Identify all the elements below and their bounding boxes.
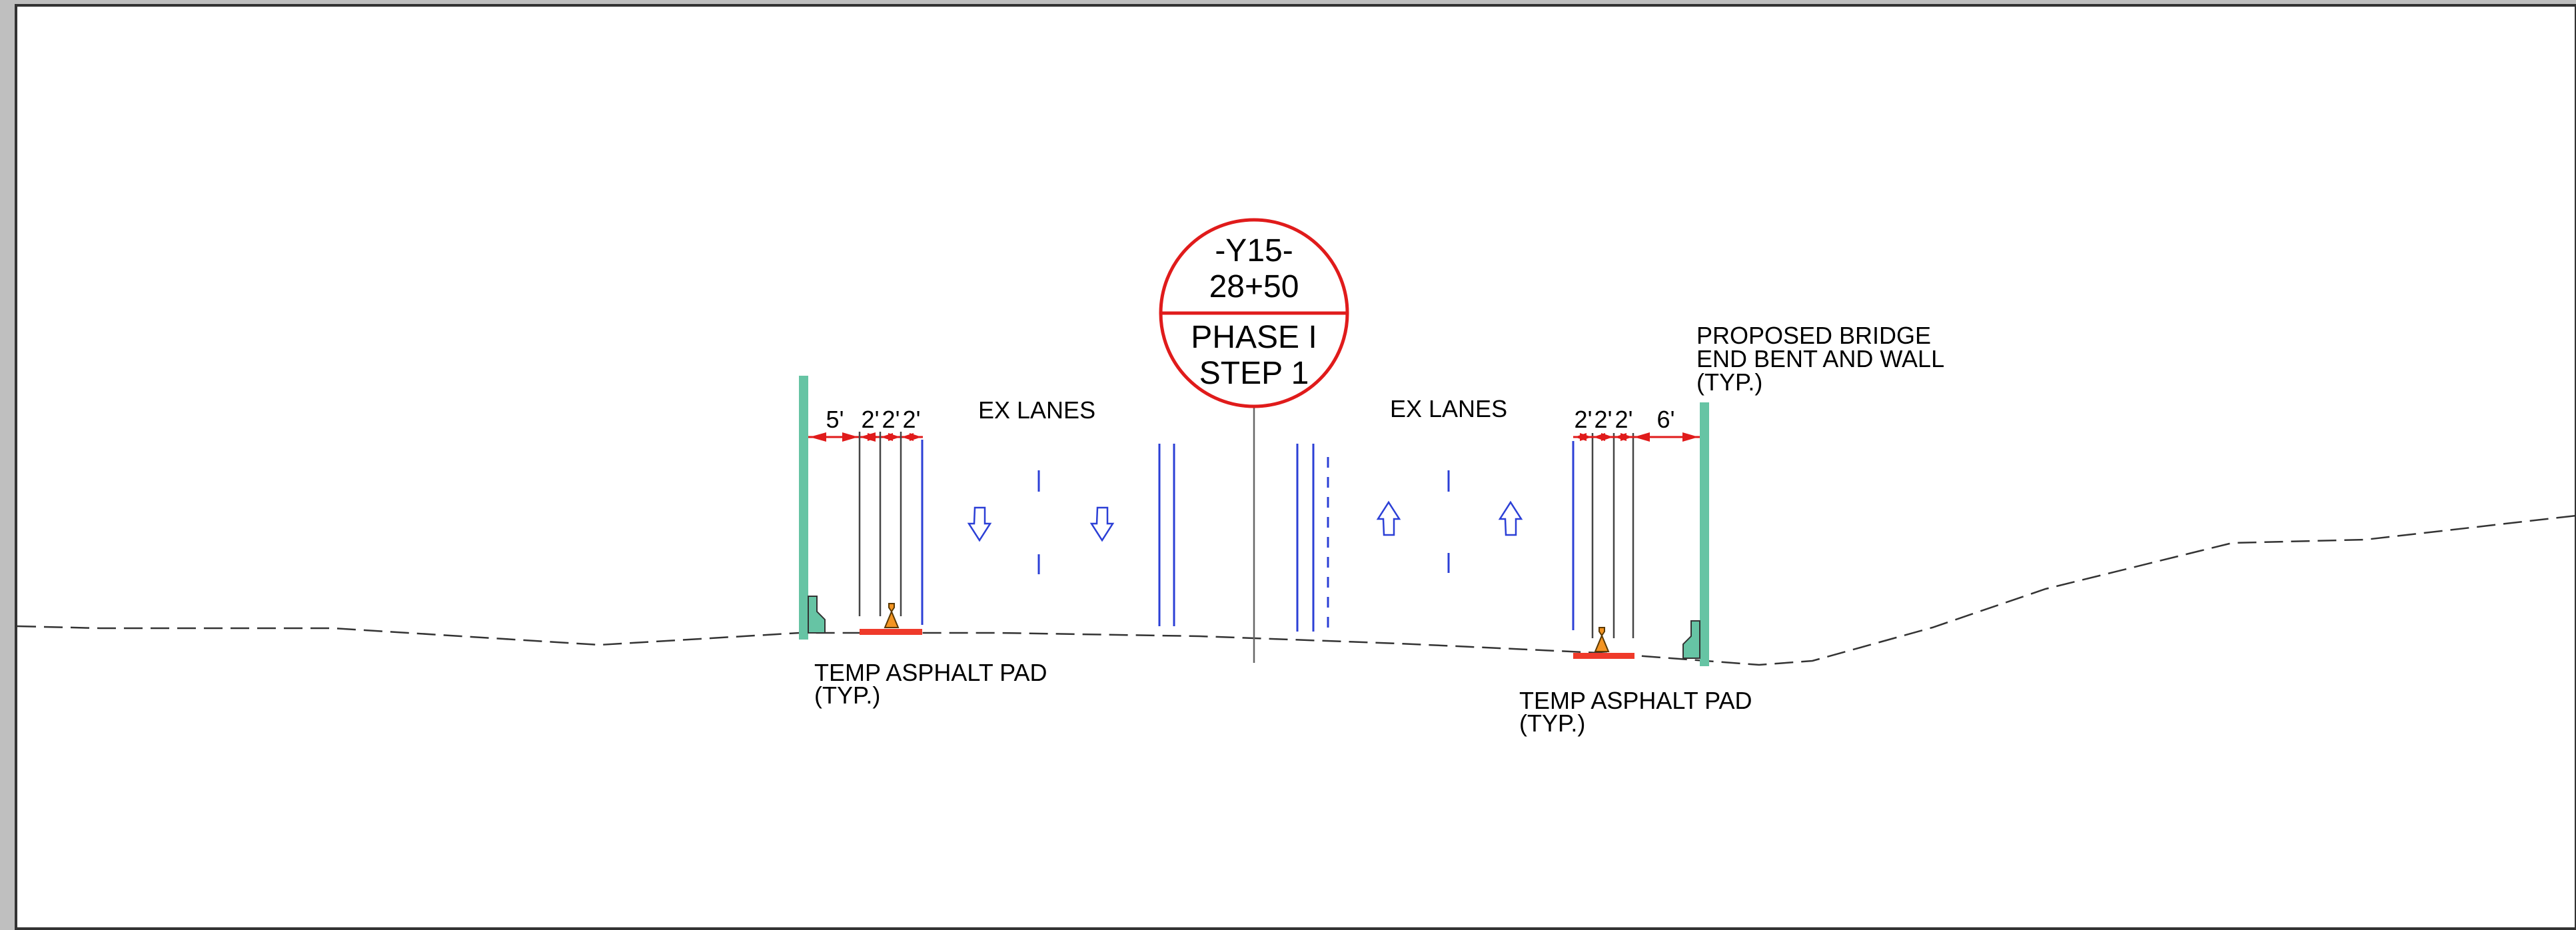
right-drum-icon [1594, 627, 1610, 652]
dimension-label: 2' [1575, 406, 1593, 433]
sheet-border [15, 4, 2576, 930]
northbound-arrow-icon [1376, 500, 1401, 536]
dimension-label: 2' [1595, 406, 1612, 433]
dimension-label: 6' [1657, 406, 1675, 433]
dimension-label: 2' [1615, 406, 1633, 433]
ex-lanes-right-label: EX LANES [1390, 395, 1507, 422]
asphalt-pad-right-label: (TYP.) [1519, 709, 1585, 737]
southbound-arrow-icon [967, 506, 992, 542]
left-bridge-wall [799, 376, 808, 640]
asphalt-pad-left-label: (TYP.) [814, 682, 880, 709]
right-temp-asphalt-pad [1573, 653, 1634, 659]
northbound-arrow-icon [1498, 500, 1523, 536]
ex-lanes-left-label: EX LANES [978, 396, 1095, 424]
existing-ground-line [17, 514, 2576, 666]
left-temp-asphalt-pad [860, 629, 922, 635]
dimension-label: 5' [826, 406, 844, 433]
proposed-bridge-label: (TYP.) [1696, 368, 1762, 396]
station-callout: -Y15- 28+50 PHASE I STEP 1 [1159, 218, 1349, 408]
phase-label: PHASE I [1191, 320, 1317, 355]
right-bridge-wall [1700, 402, 1709, 666]
asphalt-pad-left-label: TEMP ASPHALT PAD [814, 659, 1047, 686]
right-end-bent-footing [1682, 620, 1700, 659]
alignment-label: -Y15- [1215, 233, 1293, 268]
dimension-label: 2' [903, 406, 921, 433]
step-label: STEP 1 [1199, 356, 1309, 391]
left-dimension-string [808, 432, 923, 442]
right-dimension-string [1573, 432, 1700, 442]
left-drum-icon [884, 603, 900, 628]
asphalt-pad-right-label: TEMP ASPHALT PAD [1519, 687, 1752, 714]
dimension-label: 2' [862, 406, 880, 433]
proposed-bridge-label: PROPOSED BRIDGE [1696, 322, 1931, 349]
station-label: 28+50 [1209, 269, 1299, 304]
southbound-arrow-icon [1089, 506, 1115, 542]
dimension-label: 2' [882, 406, 900, 433]
proposed-bridge-label: END BENT AND WALL [1696, 345, 1944, 372]
left-end-bent-footing [808, 596, 826, 634]
